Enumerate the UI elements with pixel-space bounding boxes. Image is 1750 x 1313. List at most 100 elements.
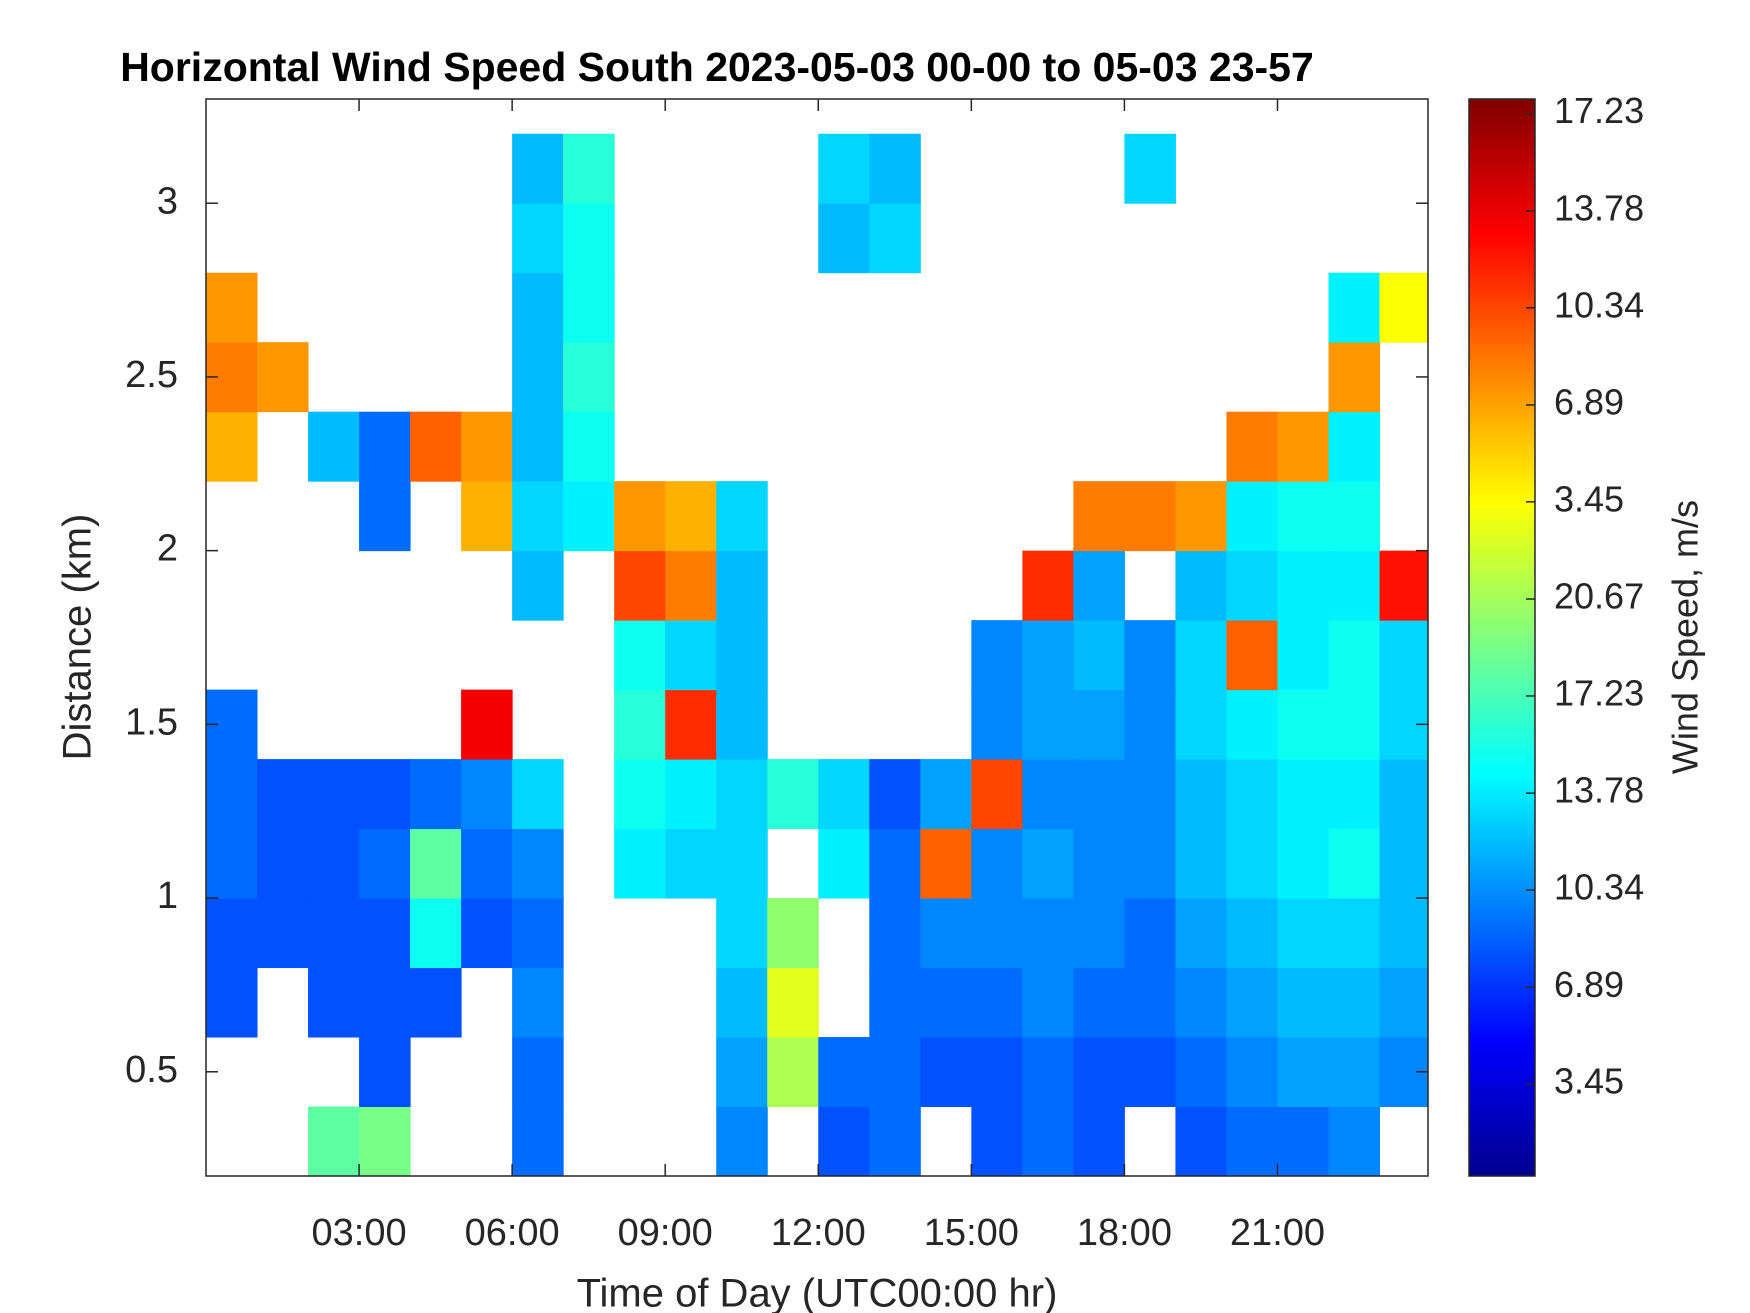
heat-cell: [359, 967, 411, 1038]
heat-cell: [869, 203, 921, 274]
heat-cell: [1277, 411, 1330, 482]
heat-cell: [512, 898, 564, 969]
heat-cell: [410, 828, 462, 899]
heat-cell: [1175, 550, 1227, 621]
heat-cell: [1328, 898, 1381, 969]
heat-cell: [461, 759, 513, 830]
heat-cell: [1379, 550, 1428, 621]
heat-cell: [1328, 342, 1381, 413]
heat-cell: [563, 272, 615, 343]
heat-cell: [257, 898, 309, 969]
heat-cell: [512, 550, 564, 621]
heat-cell: [1328, 411, 1381, 482]
heat-cell: [563, 203, 615, 274]
heat-cell: [1277, 481, 1330, 552]
heat-cell: [818, 1037, 870, 1108]
heat-cell: [869, 1037, 921, 1108]
colorbar-tick-label: 20.67: [1554, 576, 1644, 617]
heat-cell: [1277, 898, 1330, 969]
heat-cell: [920, 967, 972, 1038]
heat-cell: [1124, 1037, 1176, 1108]
heat-cell: [1277, 967, 1330, 1038]
heat-cell: [1175, 898, 1227, 969]
heat-cell: [614, 481, 666, 552]
heat-cell: [359, 759, 411, 830]
heat-cell: [257, 828, 309, 899]
heat-cell: [920, 759, 972, 830]
heat-cell: [716, 898, 768, 969]
heat-cell: [767, 967, 819, 1038]
heat-cell: [1022, 689, 1074, 760]
heat-cell: [359, 1106, 411, 1176]
heat-cell: [869, 759, 921, 830]
heat-cell: [206, 828, 258, 899]
heat-cell: [665, 689, 717, 760]
heat-cell: [971, 828, 1023, 899]
heat-cell: [359, 411, 411, 482]
heat-cell: [716, 828, 768, 899]
heat-cell: [359, 481, 411, 552]
heat-cell: [1277, 620, 1330, 691]
heat-cell: [1328, 550, 1381, 621]
heat-cell: [1073, 689, 1125, 760]
y-tick-label: 2.5: [125, 354, 178, 396]
heat-cell: [869, 1106, 921, 1176]
x-tick-label: 18:00: [1077, 1212, 1172, 1254]
x-tick-label: 12:00: [771, 1212, 866, 1254]
heat-cell: [1175, 481, 1227, 552]
heat-cell: [1328, 481, 1381, 552]
heat-cell: [971, 898, 1023, 969]
heat-cell: [1073, 828, 1125, 899]
heatmap: [206, 133, 1428, 1176]
heat-cell: [665, 620, 717, 691]
heat-cell: [920, 898, 972, 969]
heat-cell: [1379, 898, 1428, 969]
heat-cell: [1328, 759, 1381, 830]
y-tick-label: 1.5: [125, 701, 178, 743]
heat-cell: [665, 759, 717, 830]
plot-frame: [205, 98, 1429, 1177]
heat-cell: [1379, 620, 1428, 691]
heat-cell: [1073, 967, 1125, 1038]
heat-cell: [308, 411, 360, 482]
heat-cell: [257, 342, 309, 413]
heat-cell: [1277, 550, 1330, 621]
chart-title: Horizontal Wind Speed South 2023-05-03 0…: [120, 44, 1314, 90]
heat-cell: [1226, 1037, 1278, 1108]
heat-cell: [1124, 133, 1176, 204]
heat-cell: [971, 620, 1023, 691]
heat-cell: [920, 1037, 972, 1108]
heat-cell: [1226, 759, 1278, 830]
y-tick-label: 3: [157, 180, 178, 222]
colorbar-tick-label: 3.45: [1554, 478, 1624, 519]
heat-cell: [563, 342, 615, 413]
heat-cell: [461, 898, 513, 969]
heat-cell: [1328, 1037, 1381, 1108]
heat-cell: [767, 759, 819, 830]
heat-cell: [1022, 1037, 1074, 1108]
heat-cell: [1124, 898, 1176, 969]
y-axis-label: Distance (km): [56, 514, 100, 761]
heat-cell: [1277, 689, 1330, 760]
heat-cell: [1379, 967, 1428, 1038]
colorbar-tick-label: 17.23: [1554, 672, 1644, 713]
heat-cell: [206, 411, 258, 482]
heat-cell: [1379, 759, 1428, 830]
heat-cell: [1073, 759, 1125, 830]
heat-cell: [1226, 898, 1278, 969]
heat-cell: [308, 759, 360, 830]
heat-cell: [1124, 967, 1176, 1038]
heat-cell: [1328, 1106, 1381, 1176]
x-axis-label: Time of Day (UTC00:00 hr): [577, 1272, 1058, 1313]
heat-cell: [1022, 550, 1074, 621]
heat-cell: [869, 828, 921, 899]
heat-cell: [206, 898, 258, 969]
heat-cell: [206, 759, 258, 830]
heat-cell: [461, 689, 513, 760]
heat-cell: [512, 967, 564, 1038]
heat-cell: [818, 133, 870, 204]
heat-cell: [1175, 1106, 1227, 1176]
colorbar-tick-label: 3.45: [1554, 1061, 1624, 1102]
